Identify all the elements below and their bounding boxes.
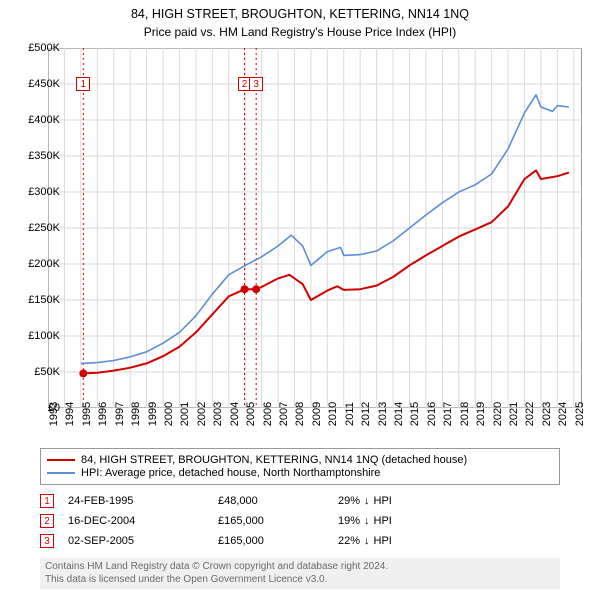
x-tick-label: 2015 — [409, 402, 421, 426]
x-tick-label: 1993 — [48, 402, 60, 426]
sale-marker-number: 1 — [44, 496, 50, 507]
y-tick-label: £500K — [28, 42, 60, 54]
sale-date: 02-SEP-2005 — [68, 535, 218, 547]
x-tick-label: 2011 — [344, 402, 356, 426]
legend-label: 84, HIGH STREET, BROUGHTON, KETTERING, N… — [81, 454, 467, 466]
sale-marker: 3 — [40, 534, 54, 548]
legend-item: HPI: Average price, detached house, Nort… — [47, 467, 553, 479]
x-tick-label: 1998 — [130, 402, 142, 426]
x-tick-label: 2005 — [245, 402, 257, 426]
x-tick-label: 2022 — [524, 402, 536, 426]
x-tick-label: 2014 — [393, 402, 405, 426]
y-tick-label: £200K — [28, 258, 60, 270]
x-tick-label: 2021 — [508, 402, 520, 426]
chart-annotation-marker: 1 — [76, 77, 90, 91]
x-tick-label: 1999 — [147, 402, 159, 426]
x-tick-label: 2019 — [475, 402, 487, 426]
sale-marker: 2 — [40, 514, 54, 528]
legend: 84, HIGH STREET, BROUGHTON, KETTERING, N… — [40, 448, 560, 485]
sale-hpi-suffix: HPI — [374, 515, 392, 527]
y-tick-label: £100K — [28, 330, 60, 342]
legend-swatch — [47, 459, 75, 461]
x-tick-label: 2010 — [327, 402, 339, 426]
sale-hpi: 29% ↓ HPI — [338, 495, 392, 507]
x-tick-label: 2009 — [311, 402, 323, 426]
x-tick-label: 2004 — [229, 402, 241, 426]
sale-pct: 22% — [338, 535, 360, 547]
x-tick-label: 1994 — [64, 402, 76, 426]
x-tick-label: 2008 — [294, 402, 306, 426]
sale-date: 16-DEC-2004 — [68, 515, 218, 527]
y-tick-label: £400K — [28, 114, 60, 126]
chart — [48, 48, 582, 408]
sale-marker-number: 3 — [44, 536, 50, 547]
y-tick-label: £150K — [28, 294, 60, 306]
x-tick-label: 2003 — [212, 402, 224, 426]
sale-hpi: 19% ↓ HPI — [338, 515, 392, 527]
y-tick-label: £350K — [28, 150, 60, 162]
sale-price: £165,000 — [218, 515, 338, 527]
x-tick-label: 2018 — [459, 402, 471, 426]
footer-line-2: This data is licensed under the Open Gov… — [45, 574, 555, 587]
title-block: 84, HIGH STREET, BROUGHTON, KETTERING, N… — [0, 0, 600, 40]
legend-item: 84, HIGH STREET, BROUGHTON, KETTERING, N… — [47, 454, 553, 466]
chart-annotation-marker: 3 — [249, 77, 263, 91]
sale-hpi-suffix: HPI — [374, 495, 392, 507]
down-arrow-icon: ↓ — [364, 495, 370, 507]
title-line-2: Price paid vs. HM Land Registry's House … — [0, 24, 600, 41]
sale-price: £165,000 — [218, 535, 338, 547]
down-arrow-icon: ↓ — [364, 515, 370, 527]
y-tick-label: £300K — [28, 186, 60, 198]
x-tick-label: 2020 — [492, 402, 504, 426]
footer: Contains HM Land Registry data © Crown c… — [40, 558, 560, 589]
footer-line-1: Contains HM Land Registry data © Crown c… — [45, 561, 555, 574]
sale-marker: 1 — [40, 494, 54, 508]
sale-date: 24-FEB-1995 — [68, 495, 218, 507]
sale-hpi-suffix: HPI — [374, 535, 392, 547]
x-tick-label: 2025 — [574, 402, 586, 426]
sale-pct: 19% — [338, 515, 360, 527]
x-tick-label: 2016 — [426, 402, 438, 426]
x-tick-label: 1996 — [97, 402, 109, 426]
sale-pct: 29% — [338, 495, 360, 507]
plot-svg — [48, 48, 582, 408]
x-tick-label: 2002 — [196, 402, 208, 426]
title-line-1: 84, HIGH STREET, BROUGHTON, KETTERING, N… — [0, 6, 600, 24]
sale-row: 2 16-DEC-2004 £165,000 19% ↓ HPI — [40, 514, 560, 528]
x-tick-label: 2023 — [541, 402, 553, 426]
legend-swatch — [47, 472, 75, 474]
x-tick-label: 1997 — [114, 402, 126, 426]
sale-marker-number: 2 — [44, 516, 50, 527]
sale-hpi: 22% ↓ HPI — [338, 535, 392, 547]
x-tick-label: 2007 — [278, 402, 290, 426]
sale-row: 1 24-FEB-1995 £48,000 29% ↓ HPI — [40, 494, 560, 508]
down-arrow-icon: ↓ — [364, 535, 370, 547]
x-tick-label: 2012 — [360, 402, 372, 426]
x-tick-label: 2001 — [179, 402, 191, 426]
x-tick-label: 2006 — [262, 402, 274, 426]
x-tick-label: 1995 — [81, 402, 93, 426]
x-tick-label: 2017 — [442, 402, 454, 426]
sale-row: 3 02-SEP-2005 £165,000 22% ↓ HPI — [40, 534, 560, 548]
x-tick-label: 2000 — [163, 402, 175, 426]
y-tick-label: £50K — [34, 366, 60, 378]
x-tick-label: 2024 — [557, 402, 569, 426]
x-tick-label: 2013 — [377, 402, 389, 426]
y-tick-label: £250K — [28, 222, 60, 234]
legend-label: HPI: Average price, detached house, Nort… — [81, 467, 380, 479]
sale-price: £48,000 — [218, 495, 338, 507]
page: 84, HIGH STREET, BROUGHTON, KETTERING, N… — [0, 0, 600, 590]
y-tick-label: £450K — [28, 78, 60, 90]
